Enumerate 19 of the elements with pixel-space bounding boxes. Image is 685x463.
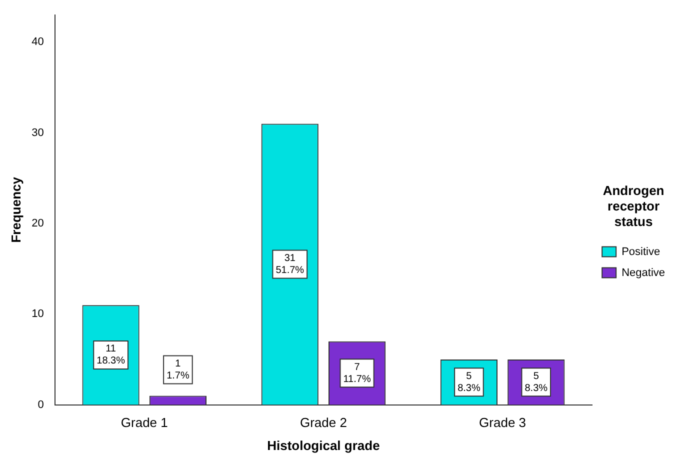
y-tick-label: 30 xyxy=(32,126,44,139)
data-label: 5 8.3% xyxy=(458,370,480,394)
legend-label: Negative xyxy=(622,266,666,279)
legend-label: Positive xyxy=(622,246,660,258)
y-tick-label: 40 xyxy=(32,36,44,48)
data-label: 7 11.7% xyxy=(343,362,371,385)
data-label: 31 51.7% xyxy=(276,253,304,276)
data-label: 5 8.3% xyxy=(524,370,548,394)
data-label: 11 18.3% xyxy=(96,344,126,367)
y-tick-label: 20 xyxy=(32,218,44,230)
x-tick-label: Grade 1 xyxy=(120,415,168,430)
x-axis-title: Histological grade xyxy=(267,438,380,453)
legend-title: Androgen receptor status xyxy=(602,182,664,229)
y-tick-label: 10 xyxy=(32,308,44,320)
x-tick-label: Grade 2 xyxy=(300,415,347,430)
data-label: 1 1.7% xyxy=(166,358,190,382)
x-tick-label: Grade 3 xyxy=(479,415,526,430)
y-axis-title: Frequency xyxy=(8,176,24,243)
y-tick-label: 0 xyxy=(38,398,44,411)
